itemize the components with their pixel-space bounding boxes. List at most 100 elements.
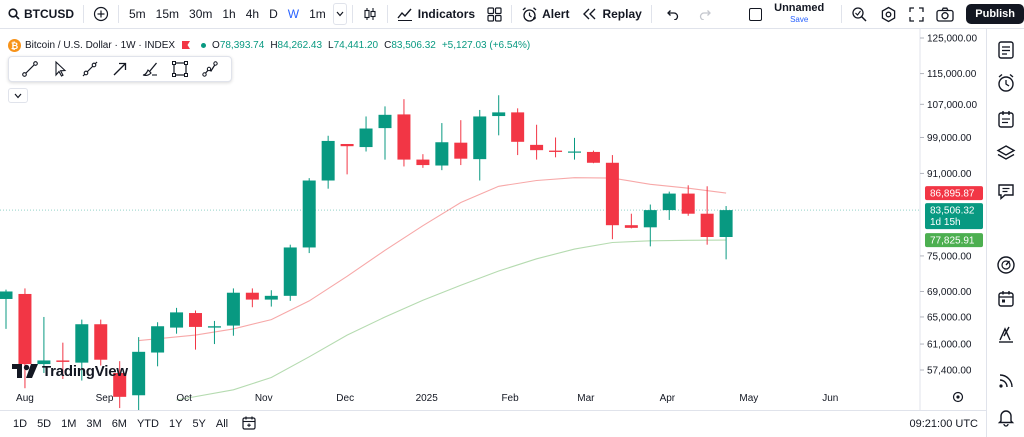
path-tool-icon[interactable] bbox=[200, 59, 220, 79]
x-tick-label: Aug bbox=[16, 393, 34, 404]
notes-icon[interactable] bbox=[996, 109, 1016, 129]
undo-button[interactable] bbox=[655, 0, 689, 29]
candle-body bbox=[189, 313, 202, 327]
layers-icon[interactable] bbox=[996, 143, 1016, 163]
timeframe-1m[interactable]: 1m bbox=[309, 7, 326, 21]
range-ytd[interactable]: YTD bbox=[136, 418, 159, 430]
alarm-clock-icon bbox=[522, 6, 537, 22]
broadcast-icon[interactable] bbox=[996, 371, 1016, 391]
calendar-icon[interactable] bbox=[996, 289, 1016, 309]
notifications-bell-icon[interactable] bbox=[996, 407, 1016, 427]
tradingview-watermark[interactable]: TradingView bbox=[12, 362, 128, 380]
close-value: 83,506.32 bbox=[391, 39, 436, 51]
x-tick-label: May bbox=[739, 393, 758, 404]
cursor-tool-icon[interactable] bbox=[50, 59, 70, 79]
candle-body bbox=[473, 116, 487, 160]
candle-body bbox=[56, 360, 70, 362]
svg-text:₿: ₿ bbox=[11, 40, 18, 50]
candle-body bbox=[207, 326, 221, 328]
candle-body bbox=[397, 114, 411, 160]
timeframe-5m[interactable]: 5m bbox=[129, 7, 146, 21]
settings-button[interactable] bbox=[874, 0, 903, 29]
flag-icon[interactable] bbox=[181, 40, 191, 50]
range-6m[interactable]: 6M bbox=[111, 418, 127, 430]
range-1y[interactable]: 1Y bbox=[168, 418, 183, 430]
range-5d[interactable]: 5D bbox=[37, 418, 52, 430]
candle-body bbox=[492, 112, 506, 117]
gauge-icon[interactable] bbox=[996, 255, 1016, 275]
watermark-text: TradingView bbox=[42, 362, 128, 380]
ray-tool-icon[interactable] bbox=[80, 59, 100, 79]
alert-button[interactable]: Alert bbox=[515, 0, 575, 29]
candlestick-chart[interactable]: 125,000.00 115,000.00 107,000.00 99,000.00 9… bbox=[0, 29, 986, 410]
timeframe-d[interactable]: D bbox=[269, 7, 278, 21]
rewind-icon bbox=[583, 8, 596, 20]
range-5y[interactable]: 5Y bbox=[192, 418, 206, 430]
replay-label: Replay bbox=[602, 7, 642, 21]
collapse-legend-button[interactable] bbox=[8, 88, 28, 103]
layouts-button[interactable] bbox=[481, 0, 508, 29]
layout-name-button[interactable]: Unnamed Save bbox=[743, 0, 838, 29]
indicators-button[interactable]: Indicators bbox=[391, 0, 481, 29]
trendline-tool-icon[interactable] bbox=[20, 59, 40, 79]
range-3m[interactable]: 3M bbox=[86, 418, 102, 430]
timeframe-w[interactable]: W bbox=[287, 7, 300, 21]
watchlist-icon[interactable] bbox=[996, 40, 1016, 60]
candle-body bbox=[700, 213, 714, 237]
brush-tool-icon[interactable] bbox=[140, 59, 160, 79]
timeframe-30m[interactable]: 30m bbox=[189, 7, 213, 21]
timeframe-1h[interactable]: 1h bbox=[222, 7, 236, 21]
timeframe-dropdown[interactable] bbox=[332, 3, 347, 25]
symbol-label: BTCUSD bbox=[24, 7, 74, 21]
quick-search-button[interactable] bbox=[845, 0, 874, 29]
utc-clock[interactable]: 09:21:00 UTC bbox=[909, 418, 978, 430]
timeframe-15m[interactable]: 15m bbox=[155, 7, 180, 21]
top-toolbar: BTCUSD 5m 15m 30m 1h 4h D W 1m Indicator… bbox=[0, 0, 1024, 29]
open-value: 78,393.74 bbox=[219, 39, 265, 51]
range-1m[interactable]: 1M bbox=[61, 418, 77, 430]
chat-icon[interactable] bbox=[996, 181, 1016, 201]
alerts-clock-icon[interactable] bbox=[996, 73, 1016, 93]
bitcoin-icon: ₿ bbox=[8, 38, 21, 52]
ideas-pencil-icon[interactable] bbox=[996, 325, 1016, 345]
range-1d[interactable]: 1D bbox=[13, 418, 28, 430]
candles-icon bbox=[364, 8, 376, 20]
last-price-label-bg bbox=[925, 203, 983, 230]
rectangle-tool-icon[interactable] bbox=[170, 59, 190, 79]
fullscreen-button[interactable] bbox=[903, 0, 930, 29]
low-value: 74,441.20 bbox=[333, 39, 379, 51]
compare-symbol-button[interactable] bbox=[87, 0, 115, 29]
snapshot-button[interactable] bbox=[930, 0, 960, 29]
toolbar-divider bbox=[841, 5, 843, 23]
timeframe-group: 5m 15m 30m 1h 4h D W 1m bbox=[122, 0, 349, 29]
open-key: O bbox=[212, 39, 220, 51]
chart-pane[interactable]: 125,000.00 115,000.00 107,000.00 99,000.00 9… bbox=[0, 29, 986, 410]
redo-button[interactable] bbox=[689, 0, 723, 29]
y-tick-label: 125,000.00 bbox=[927, 34, 977, 45]
replay-button[interactable]: Replay bbox=[575, 0, 647, 29]
y-tick-label: 69,000.00 bbox=[927, 287, 972, 298]
series-legend: ₿ Bitcoin / U.S. Dollar · 1W · INDEX O 7… bbox=[8, 38, 536, 52]
symbol-search-button[interactable]: BTCUSD bbox=[0, 0, 80, 29]
candle-body bbox=[226, 292, 240, 326]
quick-search-icon bbox=[852, 6, 867, 22]
chart-type-button[interactable] bbox=[356, 0, 384, 29]
toolbar-divider bbox=[386, 5, 388, 23]
candle-body bbox=[359, 128, 373, 148]
candle-body bbox=[416, 159, 430, 166]
toolbar-divider bbox=[118, 5, 119, 23]
publish-button[interactable]: Publish bbox=[966, 4, 1024, 24]
axis-settings-gear-icon[interactable] bbox=[952, 391, 964, 403]
candle-body bbox=[18, 293, 32, 365]
save-label[interactable]: Save bbox=[790, 15, 809, 24]
candle-body bbox=[454, 142, 468, 159]
alert-label: Alert bbox=[542, 7, 570, 21]
timeframe-4h[interactable]: 4h bbox=[245, 7, 260, 21]
candle-body bbox=[586, 151, 600, 163]
candle-body bbox=[302, 180, 316, 248]
layout-checkbox[interactable] bbox=[749, 7, 763, 21]
drawing-toolbar bbox=[8, 56, 232, 82]
arrow-tool-icon[interactable] bbox=[110, 59, 130, 79]
go-to-date-button[interactable] bbox=[241, 415, 257, 434]
range-all[interactable]: All bbox=[215, 418, 229, 430]
